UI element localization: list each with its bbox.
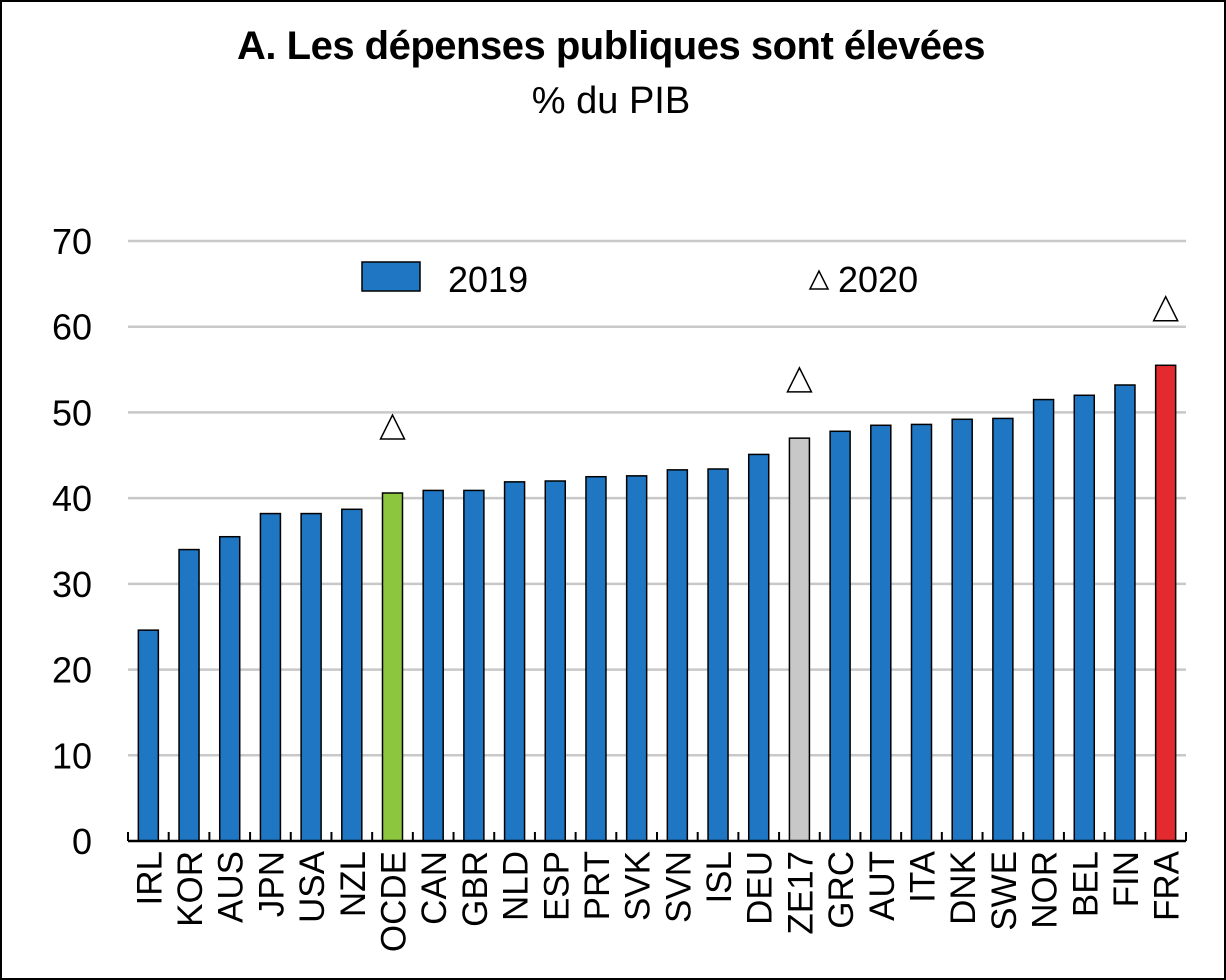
x-tick-label: ISL <box>700 851 739 904</box>
y-tick-label: 0 <box>72 821 92 862</box>
bar-grc <box>829 430 851 842</box>
bar-gbr <box>463 489 485 842</box>
bar-esp <box>544 480 567 842</box>
x-tick-label: JPN <box>252 851 291 917</box>
chart-title: A. Les dépenses publiques sont élevées <box>237 24 985 68</box>
x-tick-label: KOR <box>171 851 210 927</box>
y-tick-label: 70 <box>52 221 92 262</box>
y-tick-label: 40 <box>52 478 92 519</box>
bar-dnk <box>951 418 973 842</box>
bar-swe <box>992 417 1014 842</box>
bar-aut <box>870 424 892 842</box>
bar-jpn <box>259 512 282 842</box>
triangle-marker-ocde <box>379 413 406 440</box>
x-tick-label: SVN <box>659 851 698 923</box>
x-tick-label: NOR <box>1026 851 1065 929</box>
legend-label-2019: 2019 <box>448 259 528 300</box>
x-tick-label: SVK <box>619 851 658 921</box>
x-tick-label: FIN <box>1107 851 1146 907</box>
x-tick-label: GRC <box>822 851 861 929</box>
bar-nor <box>1032 398 1055 842</box>
x-tick-label: FRA <box>1148 850 1187 921</box>
legend-label-2020: 2020 <box>838 259 918 300</box>
bar-can <box>422 489 444 842</box>
legend-triangle-2020 <box>808 269 830 290</box>
x-tick-label: PRT <box>578 851 617 920</box>
bar-fra <box>1154 364 1177 842</box>
triangle-marker-ze17 <box>786 366 813 393</box>
x-tick-label: CAN <box>415 851 454 925</box>
bar-isl <box>707 468 729 842</box>
x-tick-label: ESP <box>537 851 576 921</box>
x-tick-label: BEL <box>1066 851 1105 917</box>
x-tick-label: IRL <box>130 851 169 905</box>
bar-fin <box>1114 384 1136 842</box>
chart-subtitle: % du PIB <box>531 80 691 122</box>
bar-nld <box>503 481 526 842</box>
x-tick-label: NLD <box>497 851 536 921</box>
bar-deu <box>747 453 770 842</box>
y-tick-label: 50 <box>52 392 92 433</box>
bar-bel <box>1073 394 1096 842</box>
y-tick-label: 30 <box>52 564 92 605</box>
y-tick-label: 60 <box>52 307 92 348</box>
x-tick-label: ZE17 <box>781 851 820 935</box>
x-tick-label: OCDE <box>375 851 414 952</box>
x-tick-label: USA <box>293 850 332 923</box>
x-tick-label: NZL <box>334 851 373 917</box>
bar-nzl <box>341 508 363 842</box>
bar-svk <box>625 475 648 842</box>
bar-ocde <box>381 492 404 842</box>
triangle-marker-fra <box>1152 295 1179 322</box>
x-tick-label: AUS <box>212 851 251 923</box>
x-tick-label: GBR <box>456 851 495 927</box>
bar-ita <box>910 423 933 842</box>
y-tick-label: 20 <box>52 650 92 691</box>
y-tick-label: 10 <box>52 735 92 776</box>
x-tick-label: AUT <box>863 851 902 921</box>
x-tick-label: DNK <box>944 851 983 925</box>
x-tick-label: SWE <box>985 851 1024 931</box>
bar-svn <box>666 469 689 842</box>
x-tick-label: DEU <box>741 851 780 925</box>
bar-aus <box>218 535 241 842</box>
bar-usa <box>300 512 322 842</box>
legend-swatch-2019 <box>361 261 421 292</box>
x-tick-label: ITA <box>904 850 943 903</box>
bar-prt <box>585 475 607 842</box>
bar-kor <box>178 548 200 842</box>
bar-ze17 <box>788 437 811 842</box>
bar-irl <box>137 629 160 842</box>
